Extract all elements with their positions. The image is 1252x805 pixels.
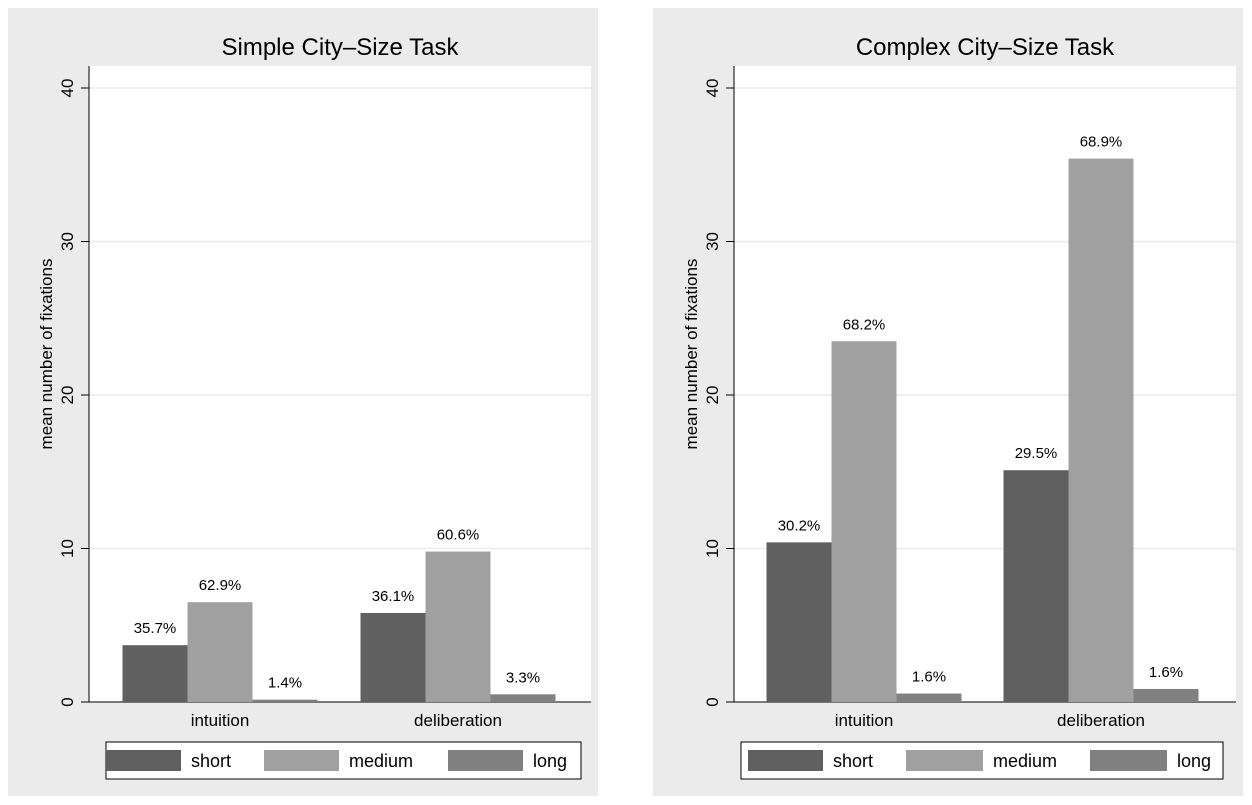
y-tick-label: 40	[58, 79, 77, 98]
bar-short-deliberation	[1003, 470, 1069, 702]
data-label: 30.2%	[778, 517, 821, 534]
y-tick-label: 0	[703, 697, 722, 706]
y-tick-label: 10	[703, 539, 722, 558]
legend-label-long: long	[533, 751, 567, 771]
bar-medium-deliberation	[425, 551, 491, 702]
y-tick-label: 30	[703, 232, 722, 251]
chart-title: Simple City–Size Task	[222, 34, 460, 61]
bar-medium-deliberation	[1068, 158, 1134, 703]
y-tick-label: 0	[58, 697, 77, 706]
bar-long-intuition	[896, 693, 962, 702]
data-label: 60.6%	[437, 527, 480, 544]
y-axis-label: mean number of fixations	[682, 259, 701, 450]
legend-swatch-medium	[264, 750, 339, 771]
legend-label-medium: medium	[993, 751, 1057, 771]
legend: short medium long	[105, 741, 582, 780]
legend-label-medium: medium	[349, 751, 413, 771]
legend-swatch-long	[448, 750, 523, 771]
x-category-label: intuition	[191, 711, 250, 730]
chart-title: Complex City–Size Task	[856, 34, 1115, 61]
x-category-label: intuition	[835, 711, 894, 730]
chart-panel-2: Complex City–Size Task 0 10 20 30 40 mean numb…	[653, 8, 1243, 796]
legend-label-short: short	[191, 751, 231, 771]
bar-long-deliberation	[1133, 688, 1199, 702]
bar-long-intuition	[252, 699, 318, 702]
data-label: 3.3%	[506, 669, 540, 686]
bar-long-deliberation	[490, 694, 556, 702]
legend-swatch-short	[106, 750, 181, 771]
legend-swatch-medium	[906, 750, 983, 771]
bar-medium-intuition	[187, 602, 253, 702]
bar-short-intuition	[122, 645, 188, 702]
y-tick-label: 20	[703, 386, 722, 405]
legend-label-long: long	[1177, 751, 1211, 771]
data-label: 1.6%	[912, 669, 946, 686]
data-label: 62.9%	[199, 577, 242, 594]
y-tick-label: 20	[58, 386, 77, 405]
y-tick-label: 30	[58, 232, 77, 251]
data-label: 1.6%	[1149, 664, 1183, 681]
y-tick-label: 10	[58, 539, 77, 558]
data-label: 36.1%	[372, 588, 415, 605]
plot-area	[89, 66, 591, 702]
x-category-label: deliberation	[1057, 711, 1145, 730]
bar-short-deliberation	[360, 612, 426, 702]
data-label: 1.4%	[268, 675, 302, 692]
legend-swatch-long	[1090, 750, 1167, 771]
bar-medium-intuition	[831, 341, 897, 702]
chart-panel-1: Simple City–Size Task 0 10 20 30 40 mean numbe…	[8, 8, 598, 796]
bar-short-intuition	[766, 542, 832, 702]
x-category-label: deliberation	[414, 711, 502, 730]
data-label: 29.5%	[1015, 445, 1058, 462]
data-label: 35.7%	[134, 620, 177, 637]
y-tick-label: 40	[703, 79, 722, 98]
y-axis-label: mean number of fixations	[37, 259, 56, 450]
data-label: 68.9%	[1080, 134, 1123, 151]
legend: short medium long	[740, 741, 1224, 780]
legend-label-short: short	[833, 751, 873, 771]
data-label: 68.2%	[843, 316, 886, 333]
legend-swatch-short	[748, 750, 823, 771]
